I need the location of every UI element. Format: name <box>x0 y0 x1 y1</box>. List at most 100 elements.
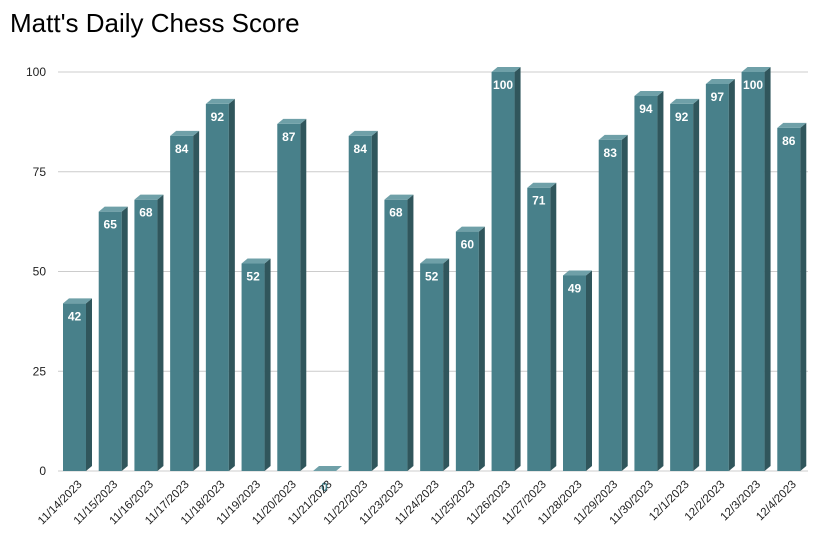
data-label: 52 <box>425 270 439 284</box>
bar-side <box>193 130 200 471</box>
y-axis-ticks: 0 25 50 75 100 <box>26 65 46 478</box>
bar-front <box>277 123 301 472</box>
bar-top <box>634 90 664 96</box>
bar-top <box>777 122 807 128</box>
bar <box>313 466 342 471</box>
bar-front <box>491 72 515 471</box>
bar <box>670 98 700 472</box>
bar <box>777 122 807 472</box>
bar <box>205 98 235 472</box>
bar-side <box>764 67 771 471</box>
data-labels: 42 65 68 84 92 52 87 0 84 68 52 60 100 71 49 83 94 92 97 10… <box>68 78 796 494</box>
bar <box>705 78 735 471</box>
data-label: 42 <box>68 309 82 323</box>
bar <box>241 258 271 471</box>
y-tick-label: 0 <box>39 464 46 478</box>
bar-side <box>657 90 664 471</box>
bar-front <box>98 211 122 471</box>
bar-top <box>348 130 378 136</box>
bar-top <box>563 270 592 276</box>
bar-top <box>98 206 128 212</box>
bar-front <box>384 199 408 471</box>
bar-side <box>86 298 92 471</box>
bar <box>563 270 592 471</box>
data-label: 49 <box>568 281 582 295</box>
bar-front <box>670 103 694 472</box>
bar-top <box>741 67 771 72</box>
bar-side <box>443 258 450 471</box>
bar-front <box>420 263 444 471</box>
bar <box>384 194 414 471</box>
bar-front <box>598 139 622 471</box>
y-tick-label: 100 <box>26 65 46 79</box>
bar <box>598 134 628 471</box>
bar-front <box>777 127 801 472</box>
bar <box>98 206 128 471</box>
data-label: 68 <box>139 206 153 220</box>
bar-side <box>300 118 307 472</box>
bar-top <box>205 98 235 104</box>
data-label: 100 <box>493 78 513 92</box>
bar-top <box>455 226 485 232</box>
x-axis-ticks: 11/14/202311/15/202311/16/202311/17/2023… <box>36 479 799 528</box>
bar-front <box>63 303 86 471</box>
data-label: 92 <box>675 110 689 124</box>
bar-top <box>170 130 200 136</box>
bar-front <box>527 187 551 471</box>
bar-top <box>598 134 628 140</box>
data-label: 84 <box>175 142 189 156</box>
chart-title: Matt's Daily Chess Score <box>10 8 300 38</box>
bar <box>348 130 378 471</box>
bar-front <box>348 135 372 471</box>
bar-top <box>313 466 342 471</box>
bar-side <box>121 206 128 471</box>
bar-front <box>455 231 479 471</box>
data-label: 87 <box>282 130 296 144</box>
bar-top <box>491 67 521 72</box>
bar-side <box>800 122 807 472</box>
bar <box>63 298 92 471</box>
bar-side <box>371 130 378 471</box>
bar-side <box>621 134 628 471</box>
data-label: 86 <box>782 134 796 148</box>
data-label: 97 <box>711 90 725 104</box>
data-label: 92 <box>211 110 225 124</box>
bar-top <box>134 194 164 200</box>
bar-side <box>264 258 271 471</box>
data-label: 84 <box>354 142 368 156</box>
data-label: 83 <box>604 146 618 160</box>
data-label: 65 <box>104 218 118 232</box>
bar-front <box>241 263 265 471</box>
bar-front <box>705 83 729 471</box>
bar-top <box>705 78 735 84</box>
bar <box>527 182 557 471</box>
bar-front <box>741 72 765 471</box>
y-tick-label: 50 <box>33 265 47 279</box>
bar-front <box>563 275 586 471</box>
bar-top <box>63 298 92 304</box>
bar-top <box>527 182 557 188</box>
bar-side <box>728 78 735 471</box>
data-label: 71 <box>532 194 546 208</box>
bar-side <box>550 182 557 471</box>
y-tick-label: 75 <box>33 165 47 179</box>
bar <box>455 226 485 471</box>
bar-side <box>514 67 521 471</box>
data-label: 94 <box>639 102 653 116</box>
y-tick-label: 25 <box>33 364 47 378</box>
bar-front <box>205 103 229 472</box>
bar-side <box>228 98 235 472</box>
bar <box>491 67 521 471</box>
bar <box>741 67 771 471</box>
bar-side <box>478 226 485 471</box>
data-label: 100 <box>743 78 763 92</box>
bar <box>420 258 450 471</box>
bar-front <box>634 95 658 471</box>
bar-top <box>384 194 414 200</box>
bar-side <box>407 194 414 471</box>
bar-top <box>277 118 307 124</box>
bar-side <box>693 98 700 472</box>
data-label: 60 <box>461 238 475 252</box>
bar-side <box>586 270 592 471</box>
